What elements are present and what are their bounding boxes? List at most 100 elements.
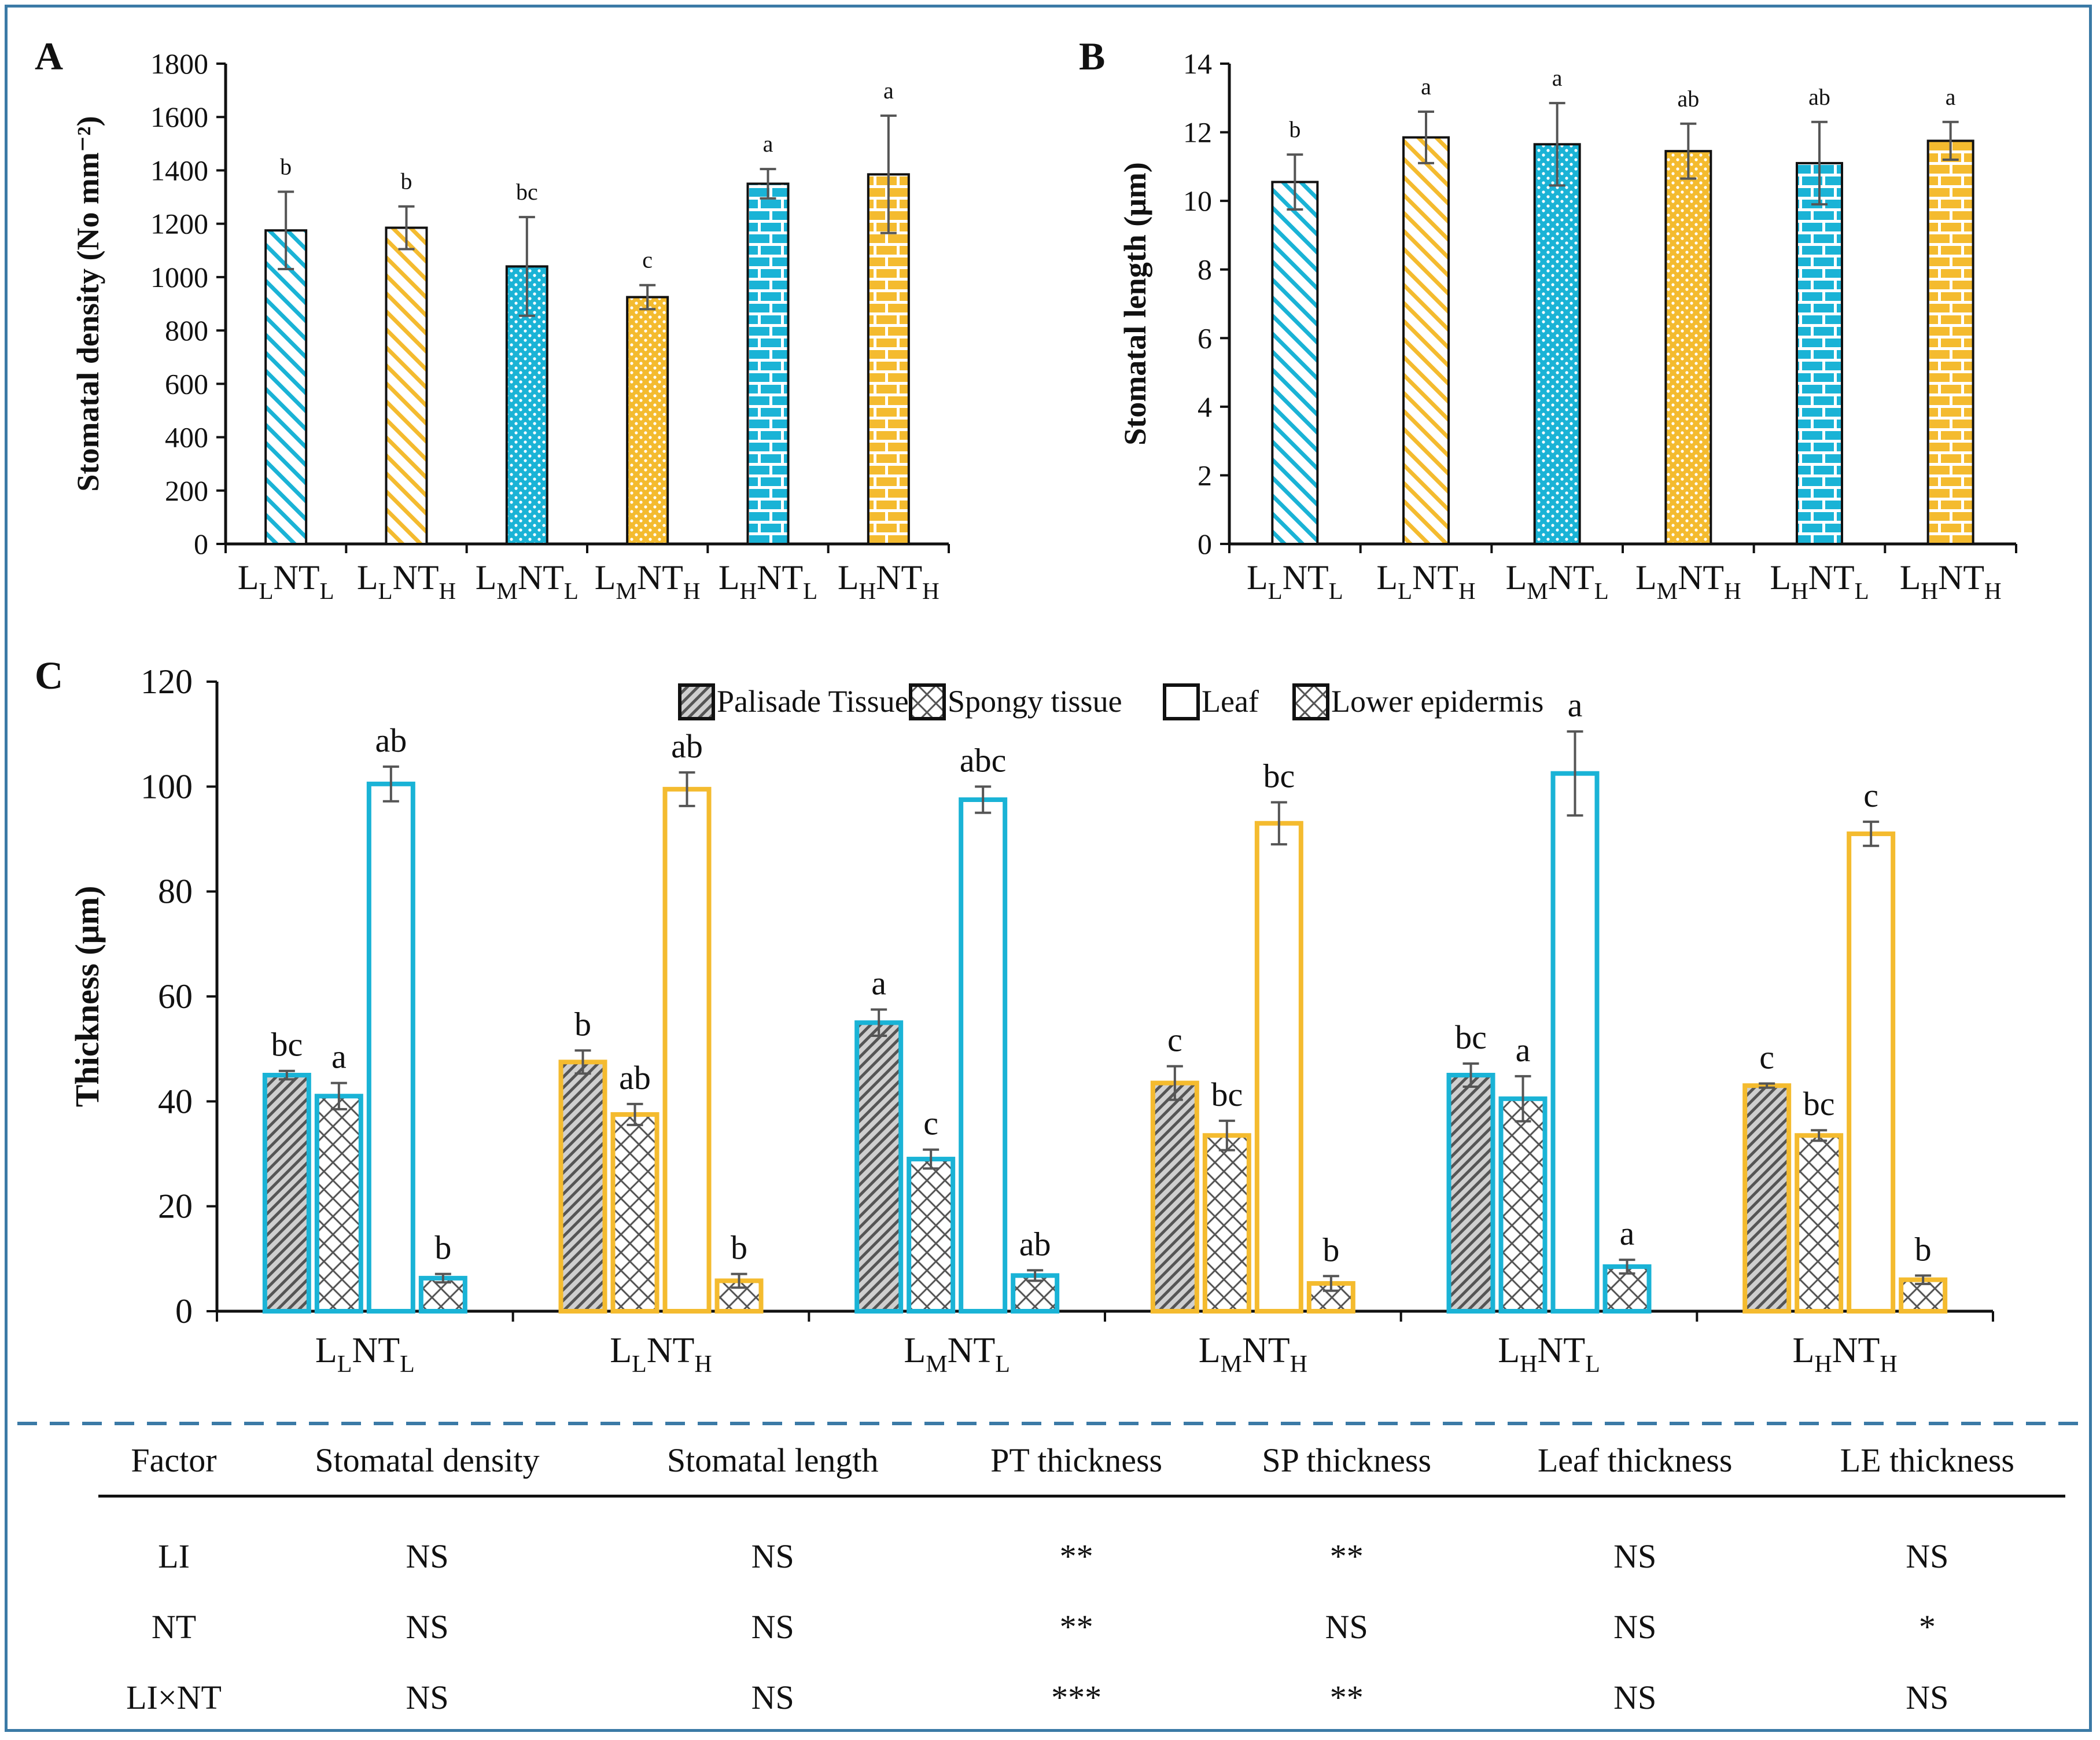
bar (1271, 181, 1319, 545)
significance-letter: a (1516, 1031, 1531, 1069)
table-cell: NS (1906, 1678, 1949, 1716)
y-tick-label: 60 (158, 977, 193, 1016)
x-tick-label: LLNTH (357, 558, 456, 604)
y-tick-label: 400 (165, 421, 208, 454)
significance-letter: abc (960, 741, 1007, 779)
bar (1202, 1133, 1251, 1314)
significance-letter: b (1289, 116, 1300, 142)
legend-label: Palisade Tissue (717, 684, 909, 719)
x-tick-label: LHNTL (1770, 558, 1869, 604)
bar (662, 786, 712, 1314)
significance-letter: a (883, 78, 894, 104)
table-cell: NS (1325, 1607, 1368, 1646)
y-tick-label: 1600 (150, 101, 208, 133)
significance-letter: b (280, 153, 292, 179)
significance-letter: ab (1808, 84, 1830, 110)
bar (264, 229, 308, 545)
bar (1742, 1083, 1792, 1314)
y-tick-label: 1000 (150, 261, 208, 293)
legend-label: Leaf (1202, 684, 1259, 719)
x-tick-label: LLNTL (1247, 558, 1343, 604)
bar (1254, 821, 1303, 1314)
significance-letter: c (642, 247, 653, 273)
table-cell: NS (1613, 1537, 1657, 1575)
table-cell: NS (1906, 1537, 1949, 1575)
x-tick-label: LLNTH (610, 1331, 712, 1378)
x-tick-label: LLNTL (238, 558, 334, 604)
bar (854, 1020, 904, 1314)
significance-letter: a (1421, 73, 1431, 100)
y-tick-label: 1200 (150, 208, 208, 240)
significance-letter: a (871, 965, 886, 1002)
y-axis-title: Stomatal density (No mm⁻²) (71, 116, 105, 491)
bar (867, 173, 910, 546)
legend-swatch (1163, 683, 1200, 720)
y-tick-label: 80 (158, 873, 193, 911)
table-cell: NS (1613, 1607, 1657, 1646)
y-tick-label: 6 (1198, 322, 1212, 354)
significance-letter: a (331, 1038, 347, 1076)
y-axis-title: Stomatal length (μm) (1118, 162, 1152, 446)
significance-letter: c (1863, 777, 1878, 814)
x-tick-label: LLNTH (1376, 558, 1475, 604)
y-tick-label: 800 (165, 314, 208, 347)
table-cell: ** (1059, 1607, 1093, 1646)
y-axis-title: Thickness (μm) (68, 886, 106, 1108)
y-tick-label: 2 (1198, 459, 1212, 491)
x-tick-label: LMNTL (1506, 558, 1609, 604)
y-tick-label: 10 (1183, 185, 1212, 217)
y-tick-label: 0 (1198, 528, 1212, 560)
table-cell: ** (1329, 1678, 1364, 1716)
table-row: LI×NT NS NS *** ** NS NS (98, 1662, 2065, 1732)
x-tick-label: LHNTH (1793, 1331, 1898, 1378)
significance-letter: bc (1211, 1076, 1243, 1113)
table-cell: NS (751, 1537, 794, 1575)
x-tick-label: LMNTH (595, 558, 701, 604)
significance-letter: bc (1455, 1018, 1487, 1056)
legend-swatch (909, 683, 946, 720)
bar (1550, 771, 1600, 1314)
col-header: SP thickness (1212, 1441, 1481, 1498)
bar (626, 296, 669, 545)
y-tick-label: 0 (194, 528, 208, 560)
table-row: NT NS NS ** NS NS * (98, 1591, 2065, 1662)
table-cell: NS (406, 1537, 449, 1575)
bar (385, 226, 428, 546)
bar (262, 1073, 311, 1314)
significance-letter: bc (516, 179, 538, 205)
significance-letter: c (923, 1105, 938, 1142)
y-tick-label: 8 (1198, 253, 1212, 286)
significance-letter: b (731, 1229, 747, 1267)
col-header: Leaf thickness (1480, 1441, 1789, 1498)
x-tick-label: LMNTH (1199, 1331, 1307, 1378)
table-cell: LI (158, 1537, 190, 1575)
legend-swatch (678, 683, 715, 720)
col-header: LE thickness (1789, 1441, 2065, 1498)
panel-label: C (35, 653, 63, 697)
significance-letter: c (1167, 1021, 1182, 1059)
significance-letter: ab (1019, 1225, 1051, 1263)
bar (1926, 139, 1974, 545)
figure-frame (5, 5, 2092, 1732)
y-tick-label: 1400 (150, 154, 208, 186)
table-cell: NT (151, 1607, 197, 1646)
bar (1796, 161, 1843, 545)
table-cell: LI×NT (126, 1678, 222, 1716)
y-tick-label: 100 (141, 767, 193, 805)
x-tick-label: LMNTL (904, 1331, 1010, 1378)
bar (1847, 831, 1896, 1314)
x-tick-label: LLNTL (315, 1331, 415, 1378)
legend-label: Spongy tissue (948, 684, 1122, 719)
x-tick-label: LHNTL (1498, 1331, 1600, 1378)
table-cell: * (1918, 1607, 1936, 1646)
col-header: Stomatal density (249, 1441, 606, 1498)
bar (1150, 1080, 1199, 1314)
y-tick-label: 120 (141, 663, 193, 701)
y-tick-label: 12 (1183, 116, 1212, 149)
table-cell: ** (1059, 1537, 1093, 1575)
x-tick-label: LMNTH (1635, 558, 1741, 604)
bar (959, 797, 1008, 1314)
significance-letter: c (1759, 1039, 1774, 1076)
panel-label: A (35, 34, 63, 78)
